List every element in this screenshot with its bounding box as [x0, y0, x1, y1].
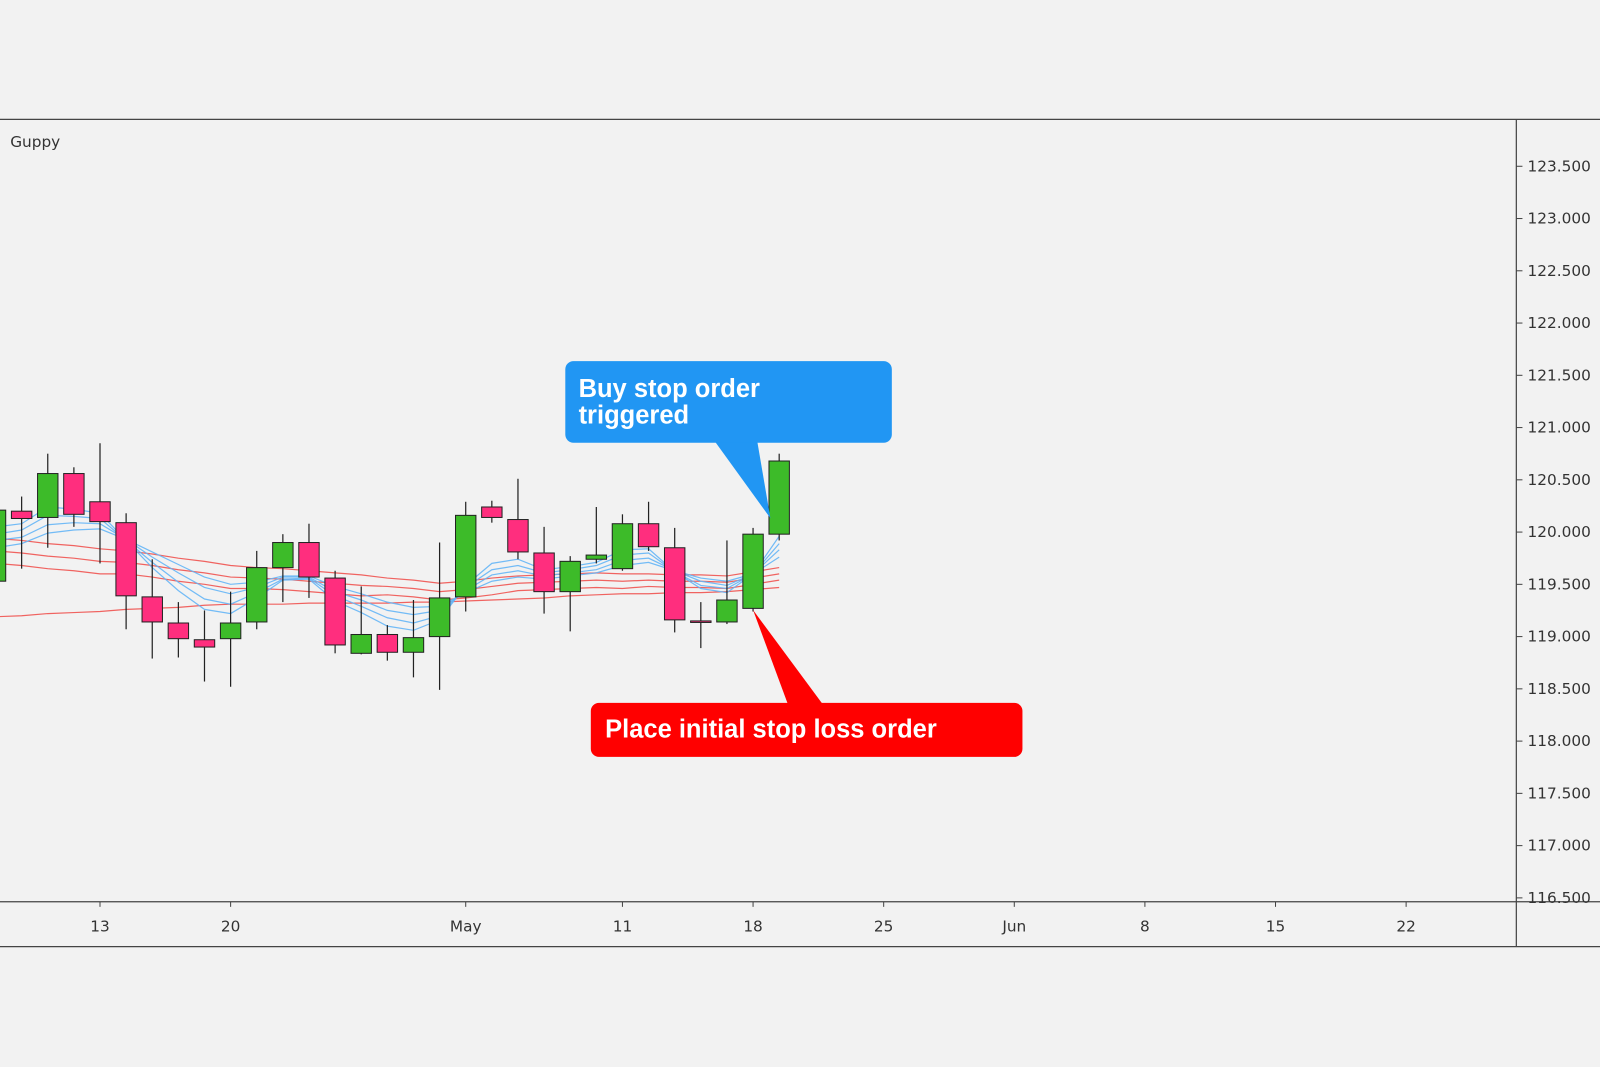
x-tick-label: 13	[90, 917, 109, 935]
axes	[0, 118, 1600, 948]
candle-body	[454, 514, 477, 598]
candle-body	[611, 523, 634, 570]
x-tick-label: May	[450, 917, 482, 935]
candle-body	[272, 542, 294, 569]
candle-body	[742, 533, 764, 609]
plot-area	[0, 443, 790, 690]
candle-body	[507, 519, 529, 553]
candle-body	[533, 552, 555, 593]
candle-body	[428, 597, 451, 638]
y-tick-label: 121.000	[1528, 419, 1591, 437]
y-tick-label: 119.000	[1528, 628, 1591, 646]
x-tick-label: 11	[613, 917, 632, 935]
callout-pointer	[753, 610, 823, 704]
y-tick-label: 120.000	[1528, 523, 1591, 541]
y-tick-label: 123.500	[1528, 157, 1591, 175]
y-tick-label: 123.000	[1528, 210, 1591, 228]
candle-body	[298, 542, 320, 578]
y-tick-label: 118.000	[1528, 732, 1591, 750]
y-tick-label: 117.000	[1528, 837, 1591, 855]
y-tick-label: 122.000	[1528, 314, 1591, 332]
y-tick-label: 121.500	[1528, 366, 1591, 384]
candle-body	[246, 567, 268, 623]
callout-text: Place initial stop loss order	[605, 716, 937, 744]
x-tick-label: 22	[1396, 917, 1415, 935]
candle-body	[585, 554, 608, 560]
annotations: Buy stop order triggered Place initial s…	[565, 361, 1023, 757]
candle-body	[63, 473, 85, 515]
candle-body	[768, 460, 790, 535]
candle-body	[0, 509, 7, 582]
x-tick-label: Jun	[1001, 917, 1026, 935]
candle-body	[716, 599, 738, 623]
candle-body	[637, 523, 660, 548]
candle-body	[402, 637, 425, 653]
candle-body	[37, 473, 59, 518]
indicator-label: Guppy	[10, 133, 60, 151]
y-tick-label: 116.500	[1528, 889, 1591, 907]
candle-body	[89, 501, 111, 523]
candle-body	[193, 639, 216, 648]
candle-body	[167, 622, 190, 640]
candle-body	[376, 633, 399, 653]
candle-body	[481, 506, 503, 518]
callout-box	[565, 361, 892, 443]
x-tick-label: 25	[874, 917, 893, 935]
y-tick-label: 117.500	[1528, 784, 1591, 802]
x-tick-label: 18	[743, 917, 762, 935]
y-tick-label: 118.500	[1528, 680, 1591, 698]
x-tick-label: 15	[1266, 917, 1285, 935]
y-tick-label: 120.500	[1528, 471, 1591, 489]
y-tick-label: 122.500	[1528, 262, 1591, 280]
x-tick-label: 8	[1140, 917, 1150, 935]
y-tick-label: 119.500	[1528, 575, 1591, 593]
callout-text: triggered	[579, 401, 690, 429]
candle-body	[350, 633, 372, 654]
candle-body	[10, 510, 33, 520]
candle-body	[324, 577, 346, 646]
candle-body	[663, 547, 686, 621]
x-tick-label: 20	[221, 917, 240, 935]
callout-text: Buy stop order	[579, 375, 760, 403]
candle-body	[141, 596, 163, 623]
candle-body	[690, 620, 712, 623]
candle-body	[219, 622, 242, 640]
callout-box	[590, 702, 1023, 757]
candle-body	[559, 560, 581, 593]
candle-body	[115, 522, 137, 597]
